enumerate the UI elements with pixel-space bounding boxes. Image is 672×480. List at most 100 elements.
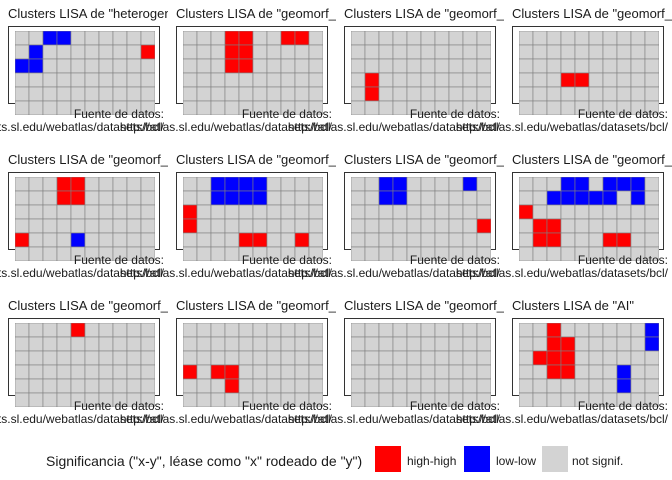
cell-not-signif xyxy=(644,58,659,74)
cell-not-signif xyxy=(56,44,72,60)
cell-not-signif xyxy=(238,204,254,220)
cell-not-signif xyxy=(28,190,44,206)
cell-not-signif xyxy=(519,336,534,352)
cell-not-signif xyxy=(224,350,240,366)
cell-not-signif xyxy=(140,246,155,261)
cluster-grid xyxy=(351,31,491,115)
cell-not-signif xyxy=(519,31,534,46)
cluster-grid xyxy=(519,31,659,115)
cell-not-signif xyxy=(15,246,30,261)
cell-not-signif xyxy=(462,218,478,234)
cell-not-signif xyxy=(210,86,226,102)
cell-not-signif xyxy=(98,31,114,46)
cell-not-signif xyxy=(420,44,436,60)
cell-high-high xyxy=(238,31,254,46)
cell-not-signif xyxy=(378,392,394,407)
cell-not-signif xyxy=(378,44,394,60)
cell-not-signif xyxy=(56,72,72,88)
cell-high-high xyxy=(560,350,576,366)
cell-not-signif xyxy=(602,204,618,220)
cluster-map xyxy=(512,26,664,115)
cell-not-signif xyxy=(224,392,240,407)
cell-not-signif xyxy=(280,218,296,234)
cell-not-signif xyxy=(448,44,464,60)
cell-not-signif xyxy=(378,218,394,234)
cell-not-signif xyxy=(112,378,128,394)
cell-not-signif xyxy=(238,336,254,352)
cell-not-signif xyxy=(308,350,323,366)
cell-not-signif xyxy=(56,336,72,352)
cell-not-signif xyxy=(519,350,534,366)
cell-not-signif xyxy=(392,86,408,102)
cell-not-signif xyxy=(70,204,86,220)
caption-line-2: http://atlas.sl.edu/webatlas/datasets/bc… xyxy=(287,266,500,280)
cell-not-signif xyxy=(434,190,450,206)
cell-high-high xyxy=(546,323,562,338)
cell-not-signif xyxy=(280,58,296,74)
cell-not-signif xyxy=(406,190,422,206)
cell-not-signif xyxy=(392,232,408,248)
cell-not-signif xyxy=(56,218,72,234)
cell-not-signif xyxy=(644,204,659,220)
cell-not-signif xyxy=(644,392,659,407)
cell-not-signif xyxy=(476,350,491,366)
legend-label-high-high: high-high xyxy=(407,454,457,468)
cell-not-signif xyxy=(602,218,618,234)
cell-not-signif xyxy=(532,364,548,380)
cell-not-signif xyxy=(112,86,128,102)
cell-not-signif xyxy=(364,31,380,46)
cell-not-signif xyxy=(266,232,282,248)
cell-not-signif xyxy=(112,58,128,74)
cell-not-signif xyxy=(351,246,366,261)
cell-not-signif xyxy=(574,31,590,46)
cell-not-signif xyxy=(196,58,212,74)
cell-not-signif xyxy=(98,58,114,74)
cell-not-signif xyxy=(280,204,296,220)
cell-not-signif xyxy=(560,392,576,407)
cell-not-signif xyxy=(364,204,380,220)
cell-not-signif xyxy=(434,350,450,366)
cell-not-signif xyxy=(434,336,450,352)
cell-not-signif xyxy=(28,100,44,115)
cell-not-signif xyxy=(448,190,464,206)
cell-not-signif xyxy=(462,204,478,220)
cell-not-signif xyxy=(196,31,212,46)
cell-not-signif xyxy=(280,364,296,380)
cell-not-signif xyxy=(351,72,366,88)
cell-low-low xyxy=(616,378,632,394)
cluster-map xyxy=(8,318,160,407)
cell-not-signif xyxy=(42,364,58,380)
cell-not-signif xyxy=(420,364,436,380)
cell-low-low xyxy=(238,190,254,206)
cell-not-signif xyxy=(28,86,44,102)
cell-not-signif xyxy=(210,100,226,115)
cell-not-signif xyxy=(434,364,450,380)
cell-not-signif xyxy=(392,72,408,88)
cell-not-signif xyxy=(126,31,142,46)
cell-not-signif xyxy=(28,232,44,248)
cell-not-signif xyxy=(616,58,632,74)
cell-not-signif xyxy=(574,350,590,366)
cell-not-signif xyxy=(546,177,562,192)
cell-not-signif xyxy=(351,31,366,46)
cell-not-signif xyxy=(532,72,548,88)
cluster-map xyxy=(176,172,328,261)
cell-not-signif xyxy=(448,364,464,380)
cell-not-signif xyxy=(280,44,296,60)
cell-not-signif xyxy=(616,44,632,60)
cell-not-signif xyxy=(519,232,534,248)
cell-not-signif xyxy=(616,218,632,234)
cell-not-signif xyxy=(476,177,491,192)
panel-title: Clusters LISA de "geomorf_ xyxy=(176,6,336,21)
cell-not-signif xyxy=(532,190,548,206)
cell-high-high xyxy=(560,364,576,380)
panel-title: Clusters LISA de "geomorf_ xyxy=(8,152,168,167)
cell-not-signif xyxy=(238,72,254,88)
cell-not-signif xyxy=(351,378,366,394)
cell-not-signif xyxy=(364,44,380,60)
cell-not-signif xyxy=(294,44,310,60)
cell-not-signif xyxy=(351,177,366,192)
cell-high-high xyxy=(364,86,380,102)
cell-not-signif xyxy=(266,44,282,60)
cell-not-signif xyxy=(210,232,226,248)
